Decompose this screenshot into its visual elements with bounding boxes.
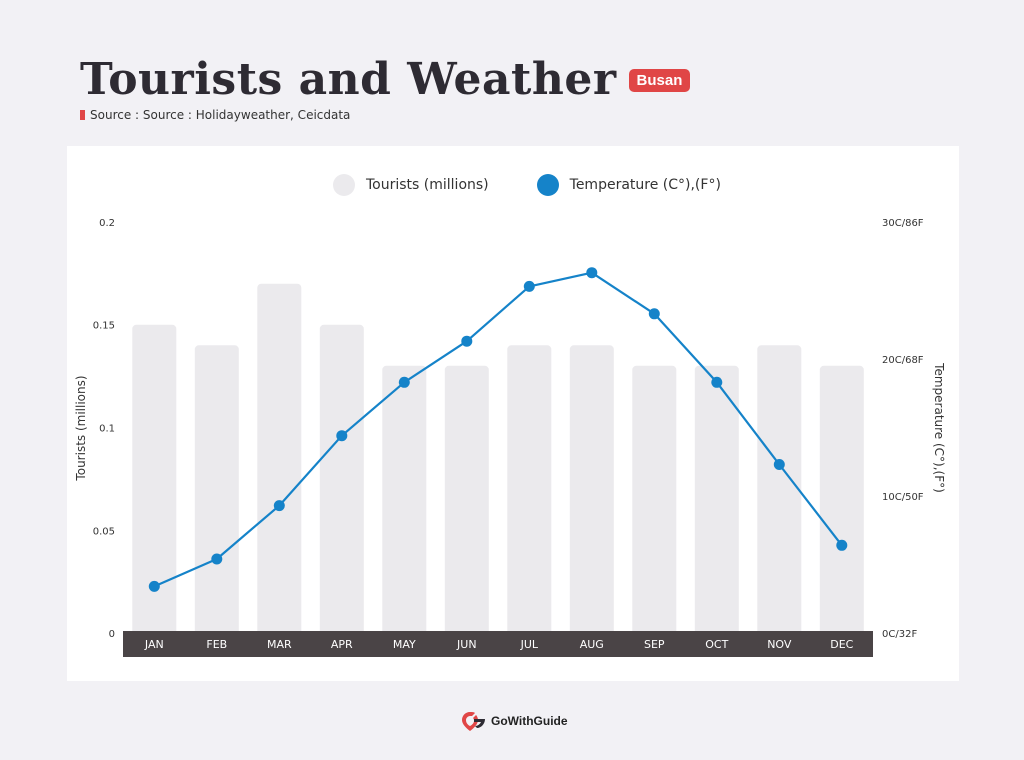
y-tick-label: 0.05: [93, 526, 115, 537]
footer-brand-text: GoWithGuide: [491, 714, 568, 728]
city-badge: Busan: [628, 68, 691, 92]
legend-item-temperature[interactable]: Temperature (C°),(F°): [536, 174, 721, 196]
bar-jan: [132, 324, 177, 635]
page-title: Tourists and Weather: [80, 54, 617, 105]
header: Tourists and Weather Busan Source : Sour…: [80, 52, 691, 122]
x-tick-label: NOV: [767, 638, 792, 651]
legend-item-tourists[interactable]: Tourists (millions): [333, 174, 489, 196]
footer-brand: GoWithGuide: [461, 710, 568, 732]
bar-nov: [757, 345, 802, 635]
y-right-axis-label: Temperature (C°),(F°): [932, 362, 946, 493]
temperature-point-dec: [836, 539, 848, 551]
bar-apr: [319, 324, 364, 635]
temperature-point-aug: [586, 267, 598, 279]
temperature-point-jan: [148, 580, 160, 592]
legend-swatch-tourists: [333, 174, 355, 196]
temperature-line: [153, 271, 843, 588]
temperature-point-nov: [773, 459, 785, 470]
bar-dec: [819, 365, 864, 635]
x-tick-label: FEB: [206, 638, 227, 651]
bar-jun: [444, 365, 489, 635]
x-tick-label: JUN: [456, 638, 477, 651]
x-tick-label: AUG: [580, 638, 604, 651]
legend-label-temperature: Temperature (C°),(F°): [569, 177, 721, 193]
chart-legend: Tourists (millions) Temperature (C°),(F°…: [333, 174, 721, 196]
bar-may: [382, 365, 427, 635]
x-tick-label: APR: [331, 638, 353, 651]
temperature-point-feb: [211, 553, 223, 565]
y-tick-label: 0.1: [99, 424, 115, 435]
x-tick-label: MAY: [393, 638, 416, 651]
y-right-tick-label: 0C/32F: [882, 629, 917, 640]
x-tick-label: JUL: [520, 638, 539, 651]
legend-label-tourists: Tourists (millions): [366, 177, 489, 193]
temperature-point-mar: [273, 500, 285, 512]
title-row: Tourists and Weather Busan: [80, 52, 691, 108]
bar-feb: [194, 345, 239, 635]
legend-swatch-temperature: [536, 174, 559, 196]
bar-mar: [257, 283, 302, 635]
y-right-tick-label: 20C/68F: [882, 355, 924, 366]
gowithguide-logo-icon: [462, 712, 485, 731]
x-tick-label: SEP: [644, 638, 665, 651]
x-tick-label: DEC: [830, 638, 853, 651]
y-axis-label: Tourists (millions): [74, 375, 88, 481]
bar-oct: [694, 365, 739, 635]
temperature-point-jun: [461, 335, 473, 347]
y-right-tick-label: 30C/86F: [882, 218, 924, 229]
source-text: Source : Source : Holidayweather, Ceicda…: [90, 108, 351, 122]
source-marker: [80, 110, 85, 120]
bar-jul: [507, 345, 552, 635]
x-tick-label: OCT: [705, 638, 728, 651]
y-tick-label: 0.15: [93, 321, 115, 332]
bar-aug: [569, 345, 614, 635]
temperature-point-sep: [648, 308, 660, 320]
y-right-tick-label: 10C/50F: [882, 492, 924, 503]
temperature-point-may: [398, 376, 410, 388]
x-tick-label: MAR: [267, 638, 292, 651]
bar-sep: [632, 365, 677, 635]
y-tick-label: 0.2: [99, 218, 115, 229]
temperature-point-jul: [523, 280, 535, 292]
y-tick-label: 0: [109, 629, 115, 640]
x-tick-label: JAN: [144, 638, 164, 651]
source-line: Source : Source : Holidayweather, Ceicda…: [80, 108, 690, 122]
temperature-point-apr: [336, 430, 348, 442]
temperature-point-oct: [711, 376, 723, 388]
x-axis-band: [123, 631, 873, 657]
